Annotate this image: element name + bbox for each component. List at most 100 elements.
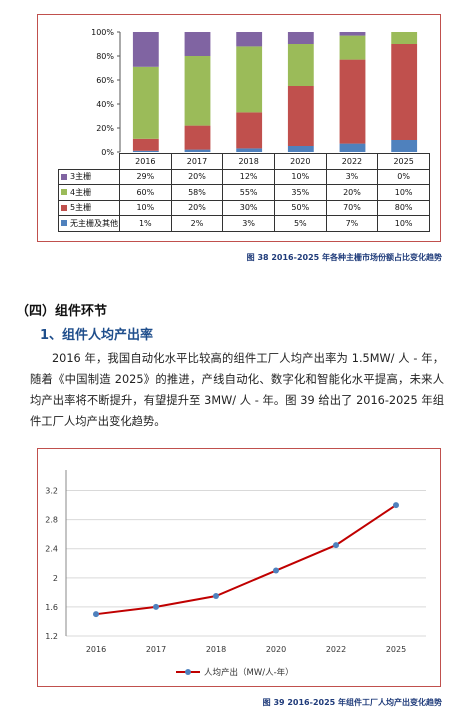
bar-segment [236, 32, 263, 47]
bar-segment [132, 32, 159, 67]
bar-segment [339, 35, 366, 60]
y-tick-label: 0% [101, 148, 114, 157]
legend-4-busbar: 4主栅 [58, 184, 120, 201]
x-tick-label: 2020 [266, 645, 286, 654]
y-tick-label: 80% [96, 52, 114, 61]
bar-segment [132, 138, 159, 151]
data-point [153, 603, 159, 610]
table-cell: 3% [222, 215, 275, 232]
bar-segment [339, 59, 366, 144]
table-cell: 20% [325, 184, 379, 201]
table-row-3-busbar: 3主栅 29% 20% 12% 10% 3% 0% [58, 168, 430, 185]
bar-segment [236, 112, 263, 149]
table-cell: 20% [170, 199, 224, 216]
bar-segment [339, 143, 366, 152]
table-cell: 10% [377, 215, 430, 232]
table-cell: 20% [170, 168, 224, 185]
bar-segment [391, 44, 418, 140]
bar-segment [287, 146, 314, 152]
bar-segment [236, 46, 263, 113]
table-header-cell: 2025 [377, 153, 430, 170]
series-line [95, 504, 397, 616]
y-tick-label: 3.2 [45, 487, 58, 496]
bar-segment [184, 125, 211, 150]
table-cell: 58% [170, 184, 224, 201]
table-cell: 3% [325, 168, 379, 185]
y-tick-label: 1.2 [45, 632, 58, 641]
chart38-frame [37, 14, 441, 242]
y-tick-label: 60% [96, 76, 114, 85]
y-tick-label: 2 [53, 574, 58, 583]
x-tick-label: 2016 [86, 645, 106, 654]
table-cell: 70% [325, 199, 379, 216]
bar-segment [391, 32, 418, 44]
table-cell: 10% [273, 168, 327, 185]
body-paragraph: 2016 年，我国自动化水平比较高的组件工厂人均产出率为 1.5MW/ 人 - … [30, 352, 444, 428]
legend-swatch-green [61, 189, 67, 196]
bar-segment [184, 149, 211, 152]
chart38-plot: 0% 20% 40% 60% 80% 100% [91, 28, 418, 157]
bar-segment [391, 140, 418, 152]
table-row-5-busbar: 5主栅 10% 20% 30% 50% 70% 80% [58, 199, 430, 216]
table-cell: 50% [273, 199, 327, 216]
data-point [93, 611, 99, 618]
chart39-frame [37, 448, 441, 687]
bar-segment [287, 86, 314, 146]
legend-swatch-blue [61, 220, 67, 227]
data-point [393, 502, 399, 509]
y-tick-label: 2.8 [45, 516, 58, 525]
x-tick-label: 2018 [206, 645, 226, 654]
section-subtitle: 1、组件人均产出率 [40, 328, 154, 343]
bar-segment [132, 150, 159, 152]
bar-segment [236, 148, 263, 152]
chart38-table: 2016 2017 2018 2020 2022 2025 3主栅 29% 20… [58, 153, 430, 232]
chart39-plot: 1.2 1.6 2 2.4 2.8 3.2 2016 2017 2018 2020 2022 2025… [45, 470, 426, 678]
table-cell: 29% [119, 168, 172, 185]
table-cell: 55% [222, 184, 275, 201]
table-cell: 5% [273, 215, 327, 232]
section-title: （四）组件环节 [16, 304, 108, 319]
table-cell: 2% [170, 215, 224, 232]
bar-segment [287, 44, 314, 86]
bar-segment [287, 32, 314, 44]
bar-segment [339, 32, 366, 36]
y-tick-label: 1.6 [45, 603, 58, 612]
table-header-cell: 2022 [325, 153, 379, 170]
table-cell: 35% [273, 184, 327, 201]
legend-swatch-red [61, 204, 67, 211]
table-cell: 60% [119, 184, 172, 201]
table-cell: 1% [119, 215, 172, 232]
table-corner [58, 153, 120, 170]
data-point [333, 542, 339, 549]
x-tick-label: 2022 [326, 645, 346, 654]
data-point [213, 593, 219, 599]
y-tick-label: 20% [96, 124, 114, 133]
legend-swatch-purple [61, 173, 67, 180]
table-header-cell: 2016 [119, 153, 172, 170]
x-tick-label: 2017 [146, 645, 166, 654]
legend-5-busbar: 5主栅 [58, 199, 120, 216]
table-header-cell: 2017 [170, 153, 224, 170]
legend-label: 人均产出（MW/人-年） [204, 667, 294, 678]
table-row-4-busbar: 4主栅 60% 58% 55% 35% 20% 10% [58, 184, 430, 201]
legend-3-busbar: 3主栅 [58, 168, 120, 185]
table-header-cell: 2018 [222, 153, 275, 170]
y-tick-label: 40% [96, 100, 114, 109]
table-header-cell: 2020 [273, 153, 327, 170]
table-cell: 80% [377, 199, 430, 216]
bar-segment [132, 66, 159, 139]
y-tick-label: 2.4 [45, 545, 58, 554]
figure-38-caption: 图 38 2016-2025 年各种主栅市场份额占比变化趋势 [246, 253, 442, 262]
bar-segment [184, 32, 211, 56]
table-row-no-busbar: 无主栅及其他 1% 2% 3% 5% 7% 10% [58, 215, 430, 232]
table-cell: 12% [222, 168, 275, 185]
legend-no-busbar: 无主栅及其他 [58, 215, 120, 232]
bar-segment [184, 56, 211, 126]
figure-39-caption: 图 39 2016-2025 年组件工厂人均产出变化趋势 [262, 698, 442, 707]
table-cell: 7% [325, 215, 379, 232]
table-cell: 30% [222, 199, 275, 216]
table-header-row: 2016 2017 2018 2020 2022 2025 [58, 153, 430, 170]
y-tick-label: 100% [91, 28, 114, 37]
table-cell: 0% [377, 168, 430, 185]
table-cell: 10% [119, 199, 172, 216]
